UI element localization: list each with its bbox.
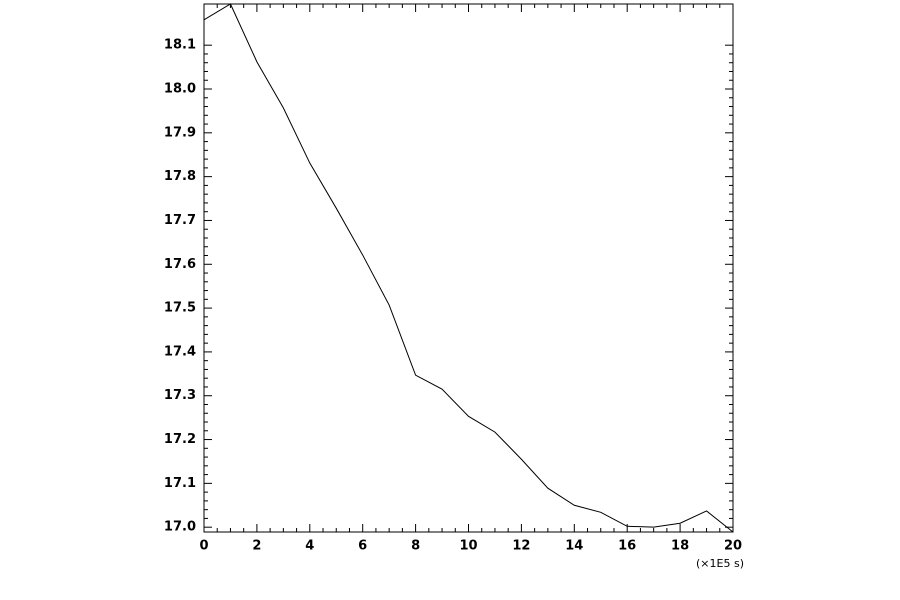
y-tick-label: 17.4 xyxy=(164,344,196,359)
y-tick-label: 17.7 xyxy=(164,213,196,228)
y-tick-label: 17.5 xyxy=(164,301,196,316)
x-tick-label: 0 xyxy=(199,539,208,554)
x-tick-label: 6 xyxy=(358,539,367,554)
x-tick-label: 4 xyxy=(305,539,314,554)
y-tick-label: 17.8 xyxy=(164,169,196,184)
x-unit-label: (×1E5 s) xyxy=(696,557,744,570)
plot-frame xyxy=(203,3,734,533)
x-tick-label: 14 xyxy=(565,539,583,554)
y-tick-label: 18.0 xyxy=(164,82,196,97)
y-tick-label: 17.6 xyxy=(164,257,196,272)
x-tick-label: 10 xyxy=(459,539,477,554)
x-tick-label: 12 xyxy=(512,539,530,554)
y-tick-label: 18.1 xyxy=(164,38,196,53)
y-tick-label: 17.0 xyxy=(164,520,196,535)
y-tick-label: 17.1 xyxy=(164,476,196,491)
x-tick-label: 2 xyxy=(252,539,261,554)
x-tick-label: 8 xyxy=(411,539,420,554)
y-tick-label: 17.3 xyxy=(164,388,196,403)
x-tick-label: 18 xyxy=(671,539,689,554)
x-tick-label: 16 xyxy=(618,539,636,554)
data-line xyxy=(203,3,734,533)
y-tick-label: 17.9 xyxy=(164,125,196,140)
x-tick-label: 20 xyxy=(724,539,742,554)
y-tick-label: 17.2 xyxy=(164,432,196,447)
